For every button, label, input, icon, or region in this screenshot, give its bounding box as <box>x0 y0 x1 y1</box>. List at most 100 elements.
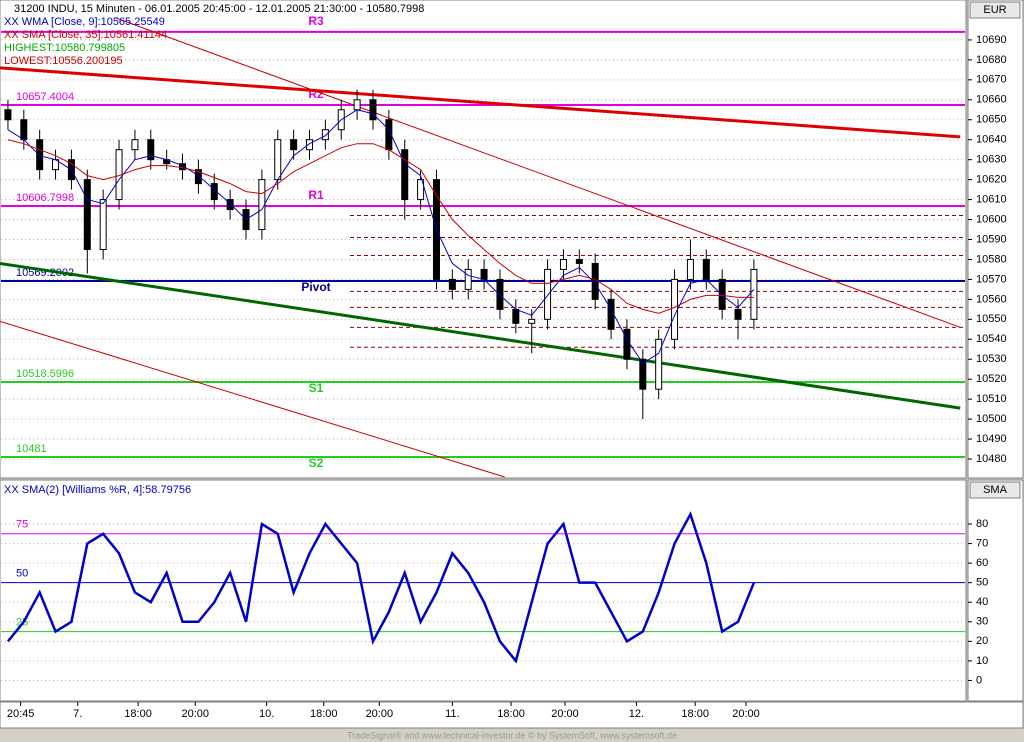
unit-box <box>969 1 1021 19</box>
legend-note: LOWEST:10556.200195 <box>4 55 123 67</box>
candle-body <box>4 109 12 121</box>
y-tick-label: 10560 <box>976 293 1007 305</box>
candle-body <box>464 268 472 290</box>
y-tick-label: 10680 <box>976 54 1007 66</box>
level-name: S1 <box>309 381 324 395</box>
y-tick-label: 70 <box>976 537 988 549</box>
indicator-plot-area <box>0 479 967 702</box>
y-tick-label: 10520 <box>976 373 1007 385</box>
legend-entry: XX SMA(2) [Williams %R, 4]:58.79756 <box>4 484 191 496</box>
candle-body <box>194 169 202 185</box>
y-tick-label: 10530 <box>976 353 1007 365</box>
candle-body <box>99 199 107 250</box>
candle-body <box>559 258 567 270</box>
x-tick-label: 10. <box>259 708 274 720</box>
y-tick-label: 10600 <box>976 213 1007 225</box>
candle-body <box>702 258 710 280</box>
candle-body <box>36 139 44 171</box>
level-name: R1 <box>308 188 324 202</box>
trendline <box>0 66 961 139</box>
candle-body <box>369 99 377 121</box>
candle-body <box>750 268 758 320</box>
trendline <box>0 261 961 410</box>
level-value: 10657.4004 <box>16 91 74 103</box>
y-tick-label: 10490 <box>976 433 1007 445</box>
moving-average <box>7 139 754 314</box>
footer: TradeSignal® and www.technical-investor.… <box>347 730 677 740</box>
y-tick-label: 10 <box>976 655 988 667</box>
candle-body <box>274 139 282 181</box>
y-tick-label: 10580 <box>976 253 1007 265</box>
x-tick-label: 18:00 <box>681 708 709 720</box>
level-name: S2 <box>309 456 324 470</box>
chart-title: 31200 INDU, 15 Minuten - 06.01.2005 20:4… <box>14 3 424 15</box>
level-name: R3 <box>308 14 324 28</box>
candle-body <box>639 358 647 390</box>
y-tick-label: 50 <box>976 577 988 589</box>
candle-body <box>20 119 28 141</box>
x-tick-label: 18:00 <box>497 708 525 720</box>
y-tick-label: 10550 <box>976 313 1007 325</box>
x-tick-label: 11. <box>445 708 459 720</box>
candle-body <box>671 278 679 340</box>
legend-note: HIGHEST:10580.799805 <box>4 42 125 54</box>
price-axis-area <box>967 0 1024 479</box>
candle-body <box>321 129 329 141</box>
legend-entry: XX SMA [Close, 35]:10561.41144 <box>4 29 167 41</box>
candle-body <box>528 318 536 324</box>
x-tick-label: 12. <box>629 708 644 720</box>
candle-body <box>83 179 91 250</box>
x-tick-label: 20:00 <box>181 708 209 720</box>
candle-body <box>131 139 139 151</box>
trendline <box>0 320 505 478</box>
candle-body <box>179 163 187 171</box>
x-tick-label: 20:45 <box>7 708 35 720</box>
x-tick-label: 18:00 <box>310 708 338 720</box>
y-tick-label: 80 <box>976 518 988 530</box>
indicator-unit: SMA <box>983 484 1008 496</box>
trendline <box>115 17 961 328</box>
x-tick-label: 20:00 <box>551 708 579 720</box>
candle-body <box>417 179 425 201</box>
y-tick-label: 30 <box>976 616 988 628</box>
x-tick-label: 20:00 <box>732 708 760 720</box>
y-tick-label: 10610 <box>976 193 1007 205</box>
candle-body <box>290 139 298 151</box>
y-tick-label: 10640 <box>976 134 1007 146</box>
candle-body <box>686 258 694 280</box>
indicator-line <box>6 511 756 664</box>
level-label: 50 <box>16 568 28 580</box>
y-tick-label: 10650 <box>976 114 1007 126</box>
price-unit: EUR <box>983 4 1006 16</box>
y-tick-label: 10590 <box>976 233 1007 245</box>
y-tick-label: 10540 <box>976 333 1007 345</box>
legend-entry: XX WMA [Close, 9]:10565.25549 <box>4 16 165 28</box>
candle-body <box>226 199 234 211</box>
level-name: Pivot <box>301 280 330 294</box>
candle-body <box>575 258 583 264</box>
candle-body <box>496 278 504 310</box>
x-tick-label: 20:00 <box>366 708 394 720</box>
y-tick-label: 60 <box>976 557 988 569</box>
y-tick-label: 10570 <box>976 273 1007 285</box>
candle-body <box>401 149 409 201</box>
candle-body <box>305 139 313 151</box>
candle-body <box>718 278 726 310</box>
candle-body <box>512 308 520 324</box>
level-value: 10569.2002 <box>16 267 74 279</box>
y-tick-label: 10630 <box>976 154 1007 166</box>
y-tick-label: 10690 <box>976 34 1007 46</box>
y-tick-label: 0 <box>976 674 982 686</box>
candle-body <box>655 338 663 390</box>
x-tick-label: 18:00 <box>124 708 152 720</box>
y-tick-label: 20 <box>976 635 988 647</box>
moving-average <box>7 109 755 364</box>
level-label: 75 <box>16 519 28 531</box>
x-tick-label: 7. <box>73 708 82 720</box>
candle-body <box>623 328 631 360</box>
y-tick-label: 10510 <box>976 393 1007 405</box>
candle-body <box>448 278 456 290</box>
candle-body <box>544 268 552 320</box>
